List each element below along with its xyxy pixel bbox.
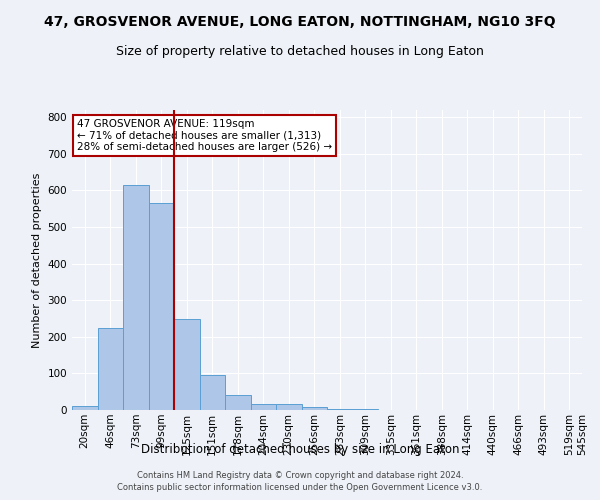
- Bar: [174, 318, 199, 410]
- Text: Size of property relative to detached houses in Long Eaton: Size of property relative to detached ho…: [116, 45, 484, 58]
- Bar: [199, 375, 225, 410]
- Bar: [72, 406, 97, 410]
- Bar: [97, 328, 123, 410]
- Text: 47, GROSVENOR AVENUE, LONG EATON, NOTTINGHAM, NG10 3FQ: 47, GROSVENOR AVENUE, LONG EATON, NOTTIN…: [44, 15, 556, 29]
- Bar: [149, 204, 174, 410]
- Bar: [276, 404, 302, 410]
- Text: Contains public sector information licensed under the Open Government Licence v3: Contains public sector information licen…: [118, 484, 482, 492]
- Text: 47 GROSVENOR AVENUE: 119sqm
← 71% of detached houses are smaller (1,313)
28% of : 47 GROSVENOR AVENUE: 119sqm ← 71% of det…: [77, 119, 332, 152]
- Bar: [302, 407, 327, 410]
- Bar: [225, 394, 251, 410]
- Bar: [251, 404, 276, 410]
- Bar: [123, 185, 149, 410]
- Text: Contains HM Land Registry data © Crown copyright and database right 2024.: Contains HM Land Registry data © Crown c…: [137, 471, 463, 480]
- Bar: [327, 409, 353, 410]
- Y-axis label: Number of detached properties: Number of detached properties: [32, 172, 42, 348]
- Text: Distribution of detached houses by size in Long Eaton: Distribution of detached houses by size …: [141, 442, 459, 456]
